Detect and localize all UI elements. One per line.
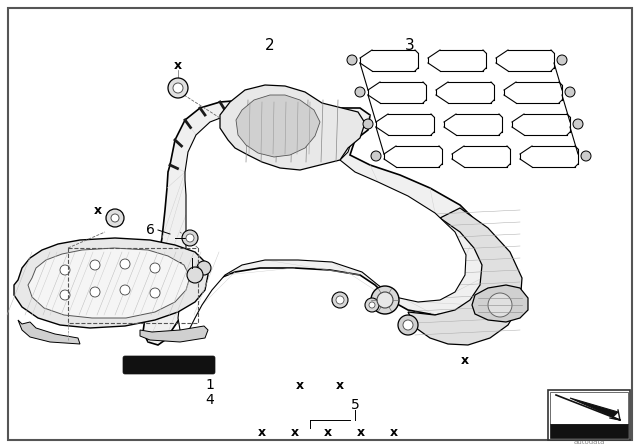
Polygon shape [472,285,528,322]
Circle shape [336,296,344,304]
Text: x: x [94,203,102,216]
Circle shape [371,286,399,314]
Text: 4: 4 [205,393,214,407]
Bar [550,424,628,438]
Polygon shape [140,326,208,342]
Circle shape [403,320,413,330]
Circle shape [197,261,211,275]
Bar [548,390,630,440]
Text: x: x [174,59,182,72]
Circle shape [90,287,100,297]
Polygon shape [236,95,320,157]
Circle shape [186,234,194,242]
Circle shape [150,263,160,273]
Text: 1: 1 [205,378,214,392]
Polygon shape [178,112,466,333]
Polygon shape [220,85,365,170]
Circle shape [369,302,375,308]
Circle shape [557,55,567,65]
Text: x: x [324,426,332,439]
Text: x: x [291,426,299,439]
Circle shape [488,293,512,317]
Circle shape [90,260,100,270]
Polygon shape [28,248,190,318]
Circle shape [565,87,575,97]
Circle shape [120,259,130,269]
Circle shape [347,55,357,65]
Circle shape [120,285,130,295]
Text: x: x [296,379,304,392]
Polygon shape [408,208,522,345]
Text: 2: 2 [265,38,275,52]
Text: 5: 5 [351,398,360,412]
Circle shape [187,267,203,283]
Text: x: x [357,426,365,439]
Bar [68,248,198,323]
Circle shape [371,151,381,161]
Polygon shape [18,320,80,344]
Circle shape [168,78,188,98]
Text: x: x [390,426,398,439]
Circle shape [581,151,591,161]
Polygon shape [570,398,620,420]
Text: x: x [336,379,344,392]
Circle shape [106,209,124,227]
Circle shape [573,119,583,129]
Circle shape [60,265,70,275]
Polygon shape [14,238,208,328]
Circle shape [150,288,160,298]
Text: x: x [258,426,266,439]
Circle shape [398,315,418,335]
Circle shape [332,292,348,308]
Circle shape [111,214,119,222]
Text: 3: 3 [405,38,415,52]
Circle shape [365,298,379,312]
Text: 6: 6 [145,223,154,237]
Polygon shape [143,100,498,345]
Circle shape [173,83,183,93]
Circle shape [182,230,198,246]
Text: x: x [174,258,182,271]
Circle shape [60,290,70,300]
Text: x: x [461,353,469,366]
FancyBboxPatch shape [123,356,215,374]
Text: autodata: autodata [573,439,605,445]
Circle shape [355,87,365,97]
Circle shape [377,292,393,308]
Bar [550,392,628,424]
Circle shape [363,119,373,129]
